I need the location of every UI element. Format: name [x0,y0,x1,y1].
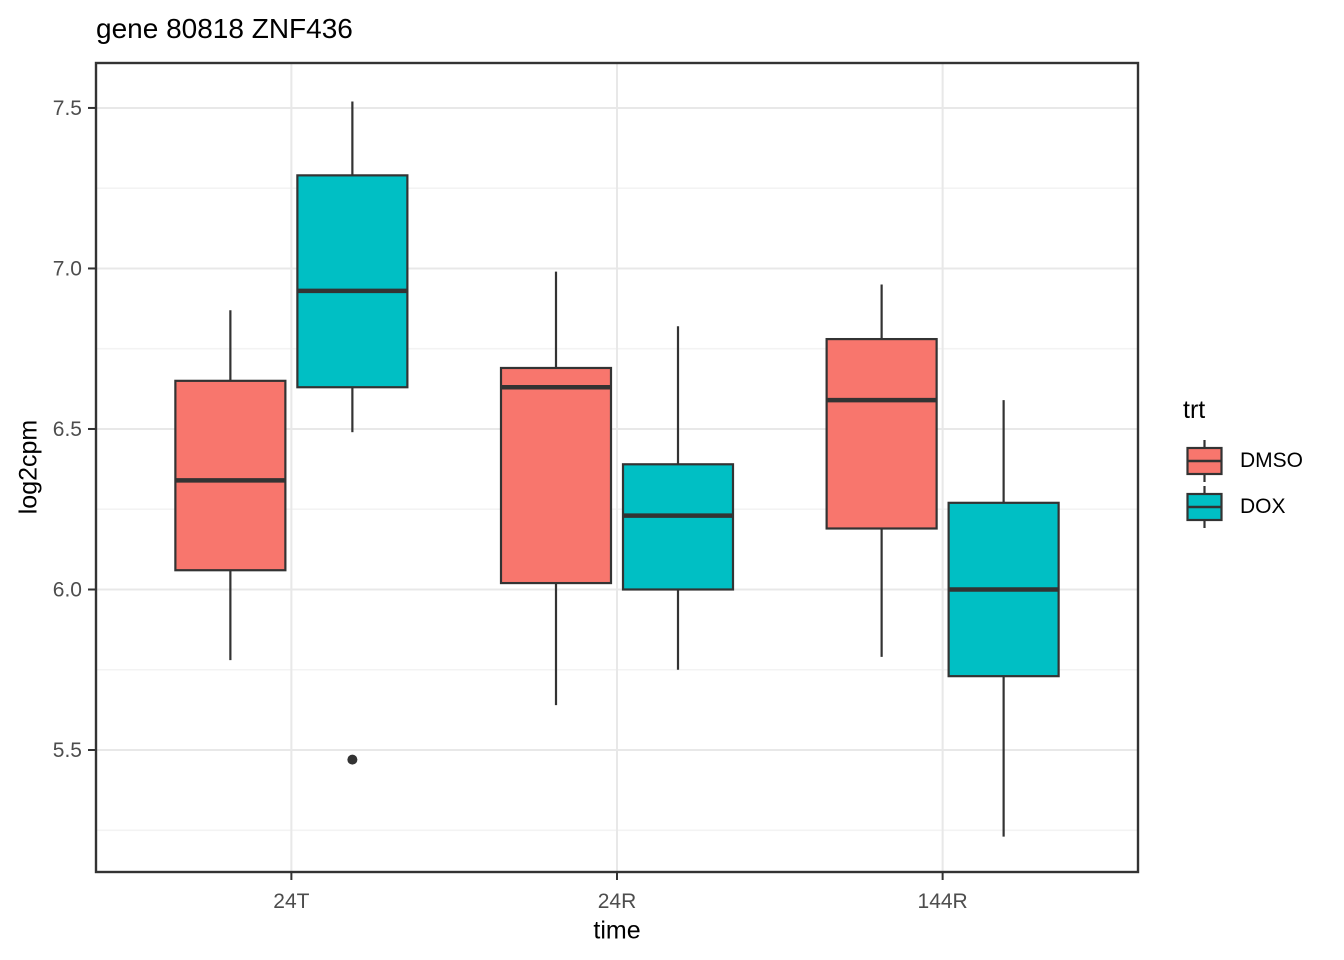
x-axis-title: time [593,916,641,945]
y-tick-label: 6.5 [53,418,82,441]
legend-title: trt [1183,396,1206,424]
box-DOX-24T [296,174,409,389]
boxplot-key-icon [1186,486,1223,528]
x-tick-label: 24R [598,890,637,913]
outlier-point-DOX-24T [347,754,358,765]
legend-item-dmso: DMSO [1183,438,1303,484]
box-DMSO-24R [499,366,613,585]
y-axis-title: log2cpm [14,419,43,515]
y-tick-label: 5.5 [53,739,82,762]
x-tick-label: 144R [918,890,968,913]
boxplot-key-icon [1186,440,1223,482]
y-tick-label: 7.5 [53,97,82,120]
legend-label: DOX [1240,495,1286,518]
legend-label: DMSO [1240,449,1303,472]
box-DMSO-24T [174,379,287,572]
box-DOX-24R [621,463,735,591]
chart-title: gene 80818 ZNF436 [96,13,353,44]
box-DMSO-144R [825,337,938,530]
y-tick-label: 6.0 [53,578,82,601]
legend: trt DMSO DOX [1183,396,1303,530]
x-tick-label: 24T [273,890,309,913]
y-tick-label: 7.0 [53,257,82,280]
legend-item-dox: DOX [1183,484,1303,530]
